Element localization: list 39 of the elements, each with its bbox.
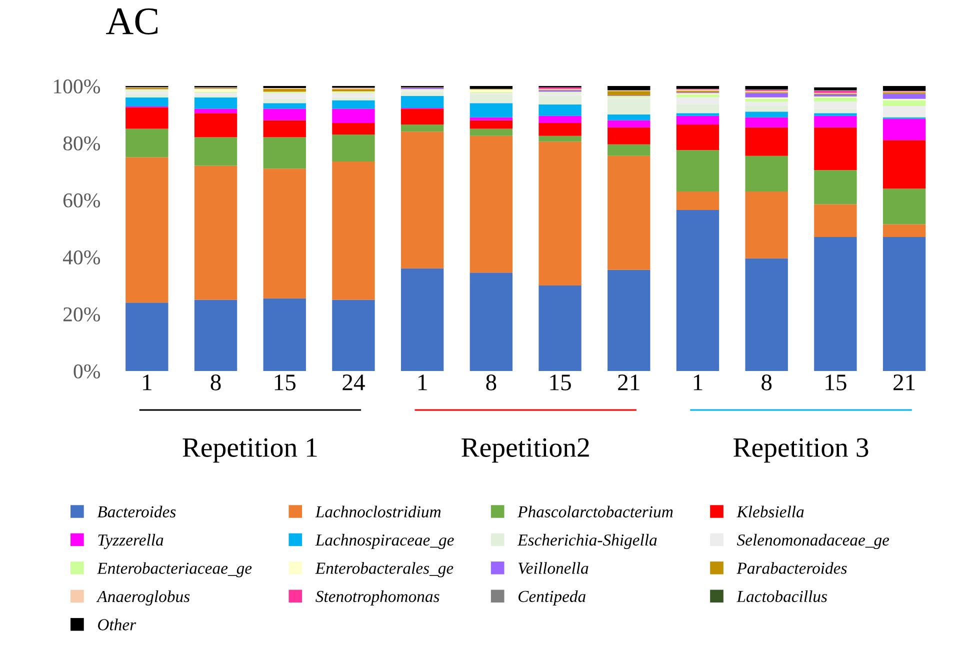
x-tick-label: 15 [274,374,296,390]
x-tick-label: 21 [618,374,640,390]
x-tick-label: 24 [342,374,365,390]
legend-label: Centipeda [518,590,586,606]
legend-label: Enterobacterales_ge [315,562,454,578]
legend-label: Other [98,618,136,630]
x-tick-label: 21 [894,374,915,390]
legend-label: Lactobacillus [736,590,827,602]
legend-label: Anaeroglobus [96,590,190,606]
x-tick-label: 1 [143,374,152,390]
text: Repetition2 [462,438,589,463]
legend-label: Escherichia-Shigella [517,534,657,550]
legend-label: Stenotrophomonas [316,590,440,606]
legend-label: Bacteroides [97,506,176,518]
legend-label: Lachnospiraceae_ge [315,534,454,550]
legend-label: Parabacteroides [736,562,847,574]
y-tick-label: 80% [63,136,100,150]
text: Repetition 1 [182,438,317,463]
chart-title: AC [106,8,158,34]
x-tick-label: 8 [210,374,221,390]
text: Repetition 3 [734,438,868,463]
x-tick-label: 1 [418,374,427,390]
y-tick-label: 0% [74,364,100,378]
y-tick-label: 60% [63,193,100,208]
x-tick-label: 1 [694,374,702,390]
legend-label: Phascolarctobacterium [518,506,673,518]
x-tick-label: 8 [762,374,772,390]
y-tick-label: 40% [62,250,100,264]
legend-label: Lachnoclostridium [315,506,441,518]
legend-label: Enterobacteriaceae_ge [96,562,252,578]
y-tick-label: 100% [54,79,100,94]
legend-label: Veillonella [518,562,588,574]
legend-label: Selenomonadaceae_ge [736,534,890,550]
y-tick-label: 20% [63,307,100,322]
x-tick-label: 15 [826,374,846,390]
legend-label: Klebsiella [736,506,804,518]
x-tick-label: 8 [486,374,496,390]
legend-label: Tyzzerella [98,534,164,550]
x-tick-label: 15 [550,374,571,390]
